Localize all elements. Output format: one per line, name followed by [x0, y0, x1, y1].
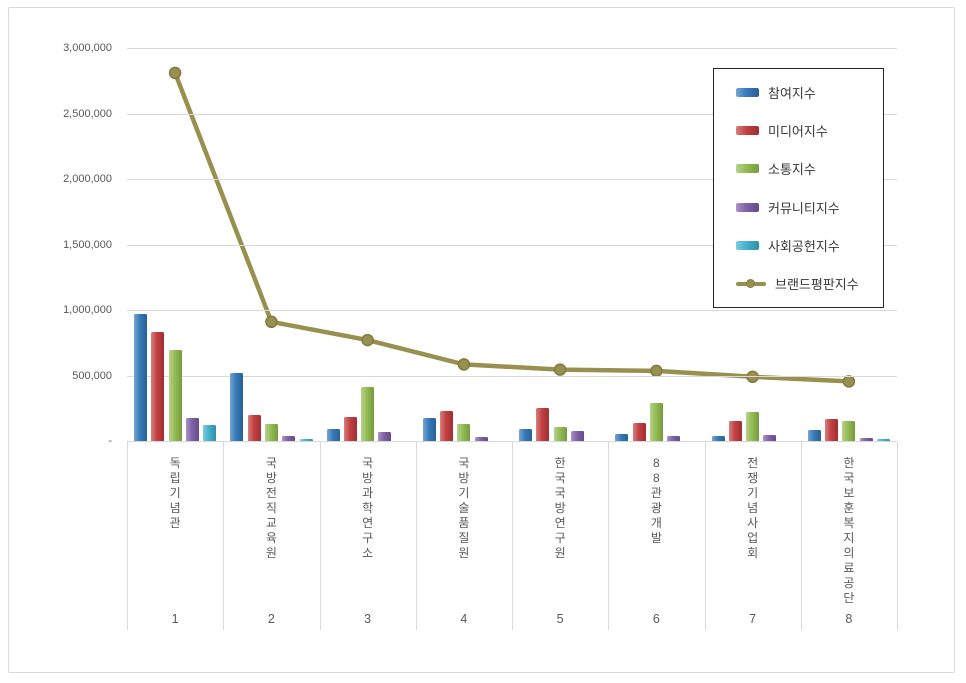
bar-participation-index	[230, 373, 244, 441]
category-separator	[223, 442, 225, 630]
legend-item: 브랜드평판지수	[736, 274, 879, 293]
category-label: 한 국 국 방 연 구 원	[554, 456, 566, 560]
bar-communication-index	[746, 412, 760, 441]
legend-label: 미디어지수	[768, 123, 828, 139]
category-separator	[415, 442, 417, 630]
bar-community-index	[474, 437, 488, 441]
category-separator	[897, 442, 898, 630]
bar-communication-index	[168, 350, 182, 441]
gridline	[127, 113, 897, 115]
bar-participation-index	[615, 434, 629, 441]
category-separator	[704, 442, 706, 630]
y-tick-label: 2,500,000	[63, 107, 112, 120]
bar-participation-index	[134, 314, 147, 441]
category-rank: 7	[749, 612, 757, 626]
bar-media-index	[825, 419, 839, 441]
category-separator	[127, 442, 128, 630]
y-tick-label: 500,000	[72, 369, 112, 382]
bar-communication-index	[553, 427, 567, 441]
legend-item: 소통지수	[736, 159, 879, 178]
bar-social-contribution-index	[877, 439, 890, 441]
bar-media-index	[728, 421, 742, 441]
bar-community-index	[667, 436, 681, 441]
bar-media-index	[343, 417, 357, 441]
bar-communication-index	[457, 424, 471, 441]
bar-communication-index	[264, 424, 278, 441]
legend-item: 참여지수	[736, 83, 879, 102]
category-rank: 8	[845, 612, 853, 626]
bar-communication-index	[361, 387, 375, 441]
bar-media-index	[536, 408, 550, 441]
legend-line-marker	[746, 279, 755, 289]
legend-label: 커뮤니티지수	[768, 200, 840, 216]
legend-item: 미디어지수	[736, 121, 879, 140]
legend-item: 커뮤니티지수	[736, 198, 879, 217]
bar-community-index	[378, 432, 392, 441]
category-label: 국 방 기 술 품 질 원	[458, 456, 470, 560]
legend-label: 소통지수	[768, 162, 816, 178]
legend-item: 사회공헌지수	[736, 236, 879, 255]
category-label: 국 방 전 직 교 육 원	[265, 456, 277, 560]
y-tick-label: 1,000,000	[63, 304, 112, 316]
bar-community-index	[282, 436, 296, 441]
legend-swatch-community-index	[736, 202, 759, 212]
bar-participation-index	[807, 430, 821, 441]
category-rank: 5	[556, 612, 564, 626]
bar-community-index	[570, 431, 584, 441]
legend-label: 참여지수	[768, 85, 816, 101]
category-rank: 1	[171, 612, 179, 626]
bar-media-index	[151, 332, 165, 441]
bar-media-index	[632, 423, 646, 441]
category-rank: 3	[364, 612, 372, 626]
category-rank: 6	[652, 612, 660, 626]
y-tick-label: 2,000,000	[63, 173, 112, 185]
bar-communication-index	[842, 421, 856, 441]
legend-label: 사회공헌지수	[768, 238, 840, 254]
legend-swatch-brand-reputation-index	[736, 278, 766, 290]
gridline	[127, 310, 897, 311]
category-separator	[319, 442, 321, 630]
legend-swatch-communication-index	[736, 164, 759, 174]
y-tick-label: 1,500,000	[63, 238, 112, 251]
gridline	[127, 244, 897, 246]
bar-social-contribution-index	[299, 439, 313, 441]
legend-label: 브랜드평판지수	[775, 277, 859, 293]
bar-community-index	[185, 418, 199, 441]
y-tick-label: 3,000,000	[63, 42, 112, 54]
category-separator	[608, 442, 610, 630]
y-tick-label: -	[108, 435, 112, 447]
bar-media-index	[247, 415, 261, 441]
bar-social-contribution-index	[203, 425, 217, 441]
category-label: 8 8 관 광 개 발	[650, 456, 662, 545]
gridline	[127, 48, 897, 49]
x-axis-line	[127, 441, 897, 442]
legend-swatch-participation-index	[736, 87, 759, 97]
gridline	[127, 375, 897, 377]
bar-participation-index	[711, 436, 725, 441]
category-rank: 2	[267, 612, 275, 626]
category-label: 독 립 기 념 관	[169, 456, 181, 530]
bar-communication-index	[649, 403, 663, 441]
bar-media-index	[440, 411, 454, 441]
bar-community-index	[859, 438, 873, 441]
legend-swatch-media-index	[736, 125, 759, 135]
bar-participation-index	[326, 429, 340, 441]
category-rank: 4	[460, 612, 468, 626]
category-label: 한 국 보 훈 복 지 의 료 공 단	[843, 456, 855, 605]
gridline	[127, 179, 897, 180]
legend-swatch-social-contribution-index	[736, 240, 759, 250]
category-separator	[512, 442, 513, 630]
category-label: 전 쟁 기 념 사 업 회	[747, 456, 759, 560]
bar-community-index	[763, 435, 777, 441]
category-label: 국 방 과 학 연 구 소	[362, 456, 374, 560]
bar-participation-index	[422, 418, 436, 441]
category-separator	[800, 442, 802, 630]
bar-participation-index	[519, 429, 532, 441]
